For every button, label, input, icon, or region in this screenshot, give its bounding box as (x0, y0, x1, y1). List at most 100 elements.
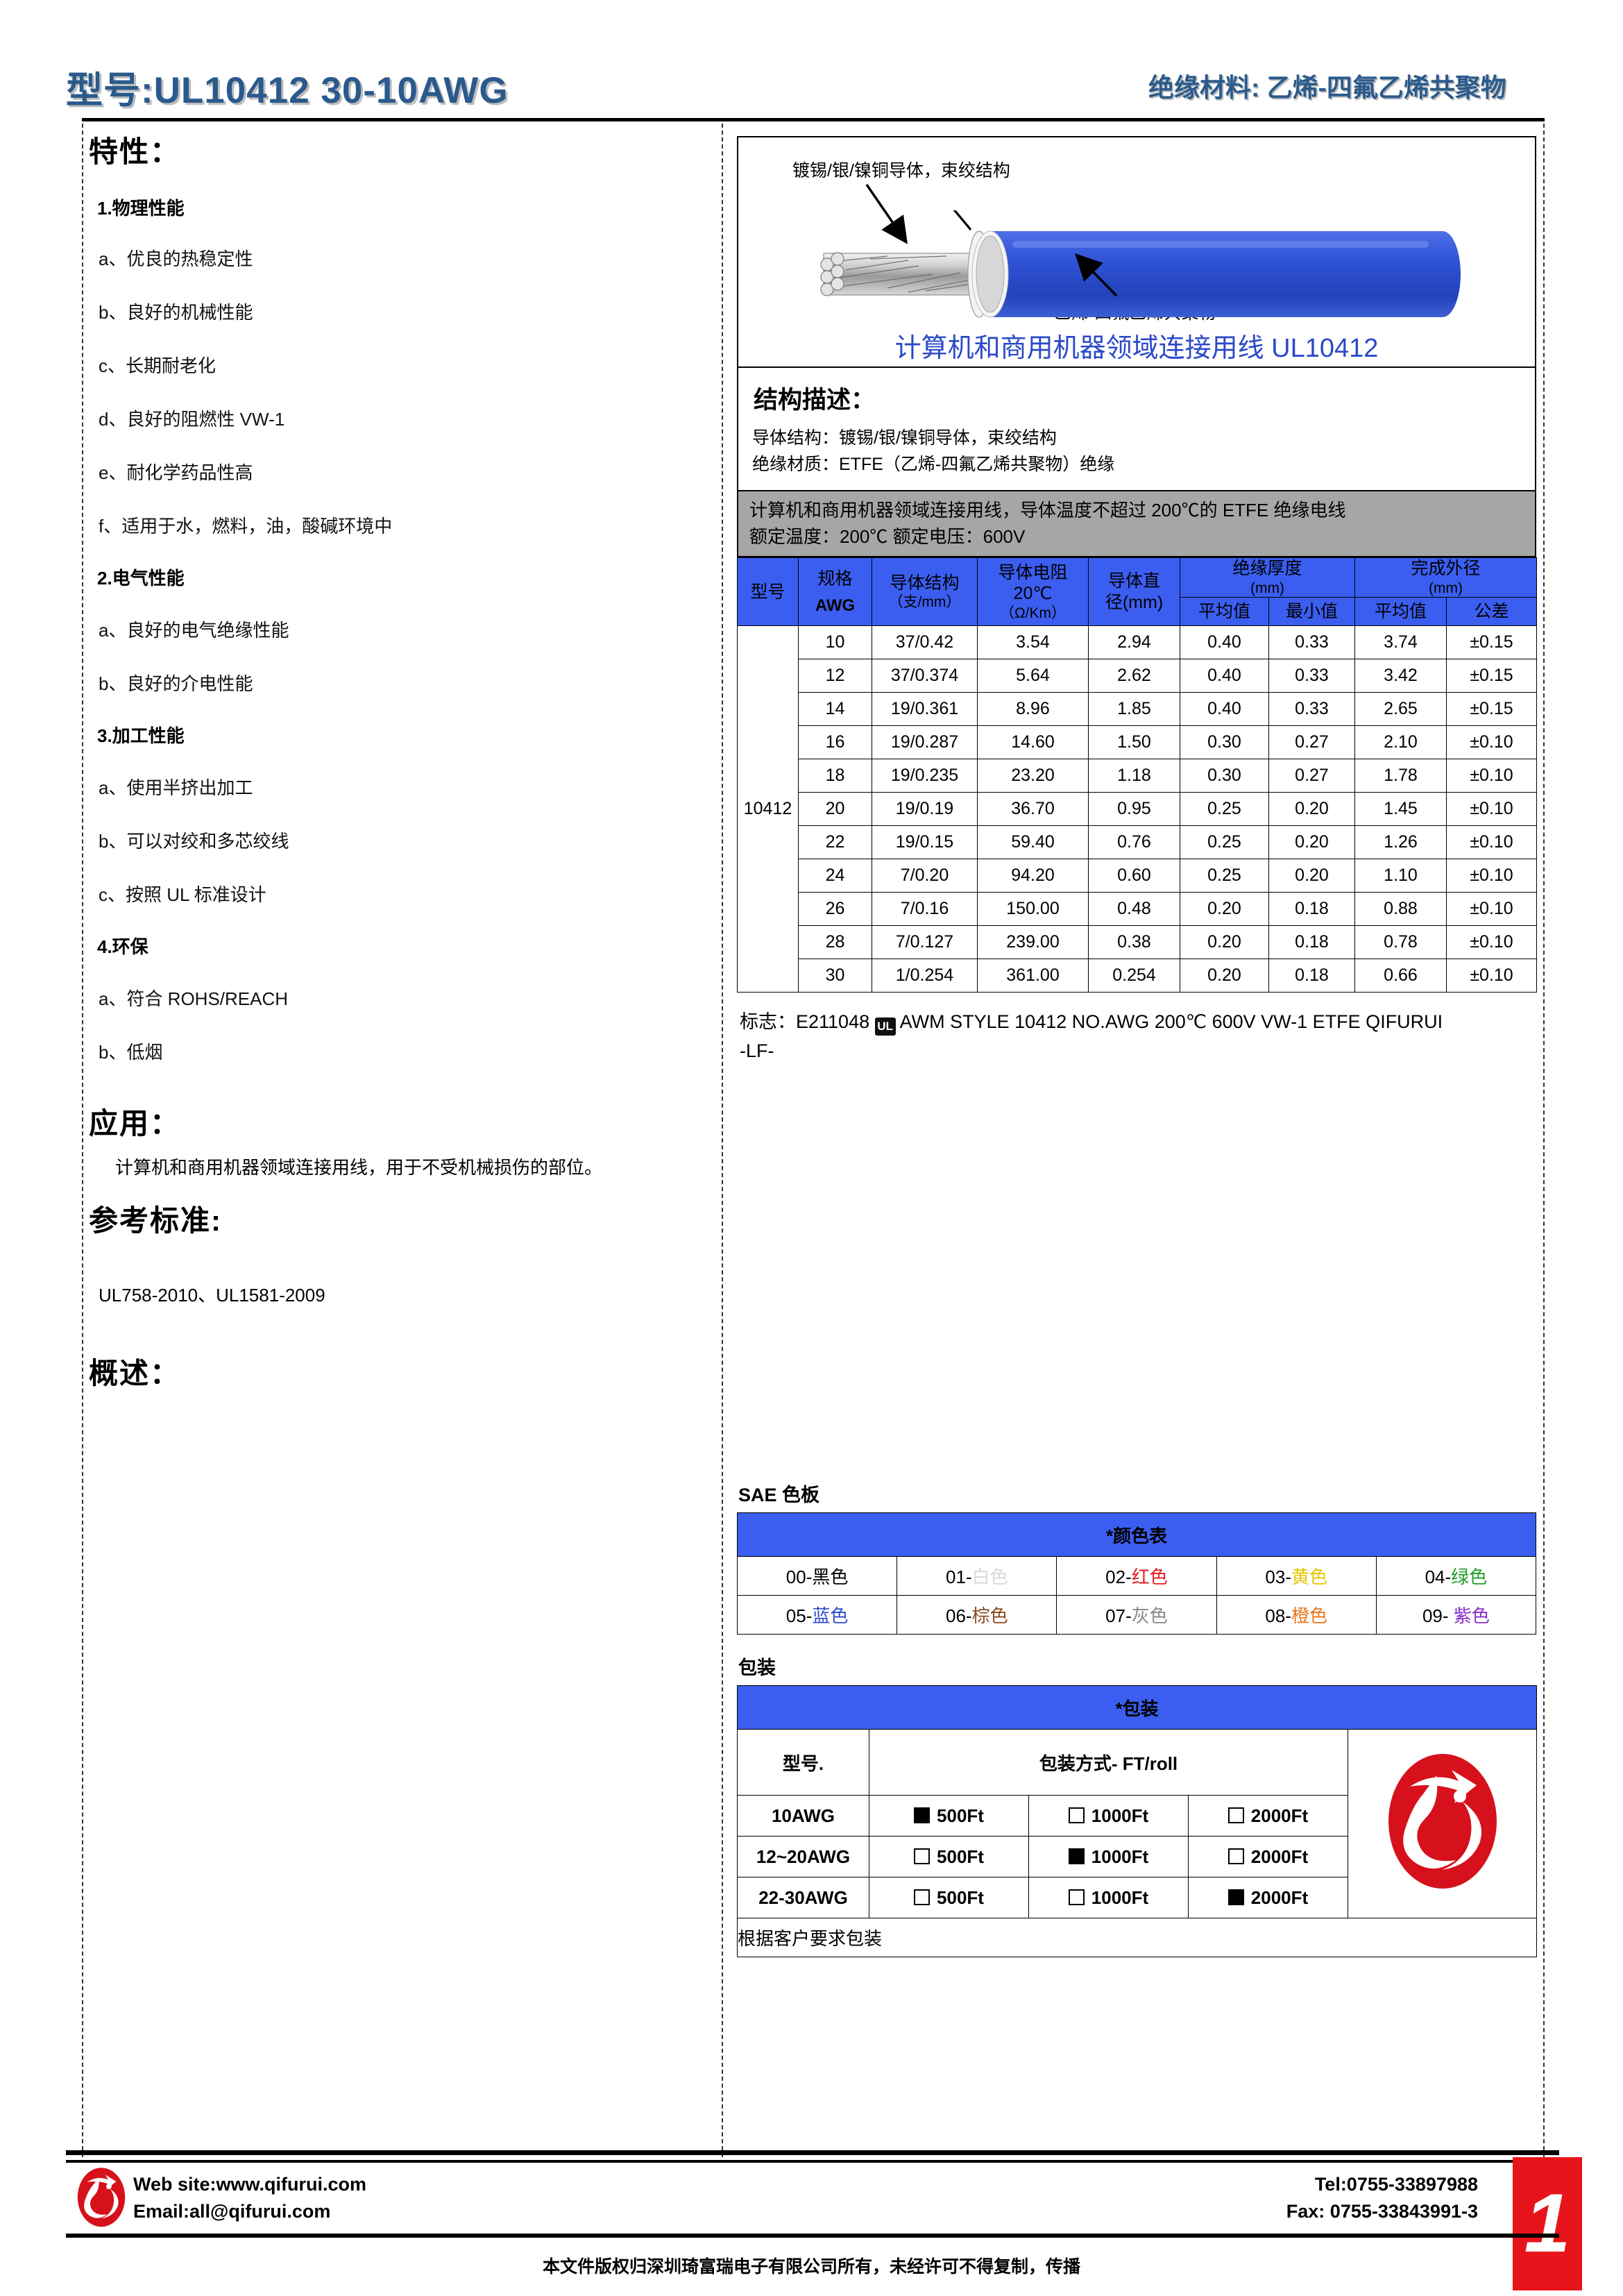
insulation-material-title: 绝缘材料: 乙烯-四氟乙烯共聚物 (1148, 74, 1506, 102)
application-title: 应用： (89, 1107, 181, 1140)
packaging-table-title: *包装 (737, 1685, 1537, 1730)
packaging-option-1000[interactable]: 1000Ft (1028, 1877, 1189, 1919)
footer-website[interactable]: Web site:www.qifurui.com (133, 2174, 367, 2195)
spec-header-row-2: 平均值 最小值 平均值 公差 (738, 597, 1538, 627)
rating-banner-line1: 计算机和商用机器领域连接用线，导体温度不超过 200℃的 ETFE 绝缘电线 (749, 500, 1346, 521)
specification-table: 型号 规格 AWG 导体结构 （支/mm） 导体电阻 20℃ （Ω/Km） 导体… (737, 557, 1538, 993)
feature-item: c、长期耐老化 (99, 355, 216, 376)
table-row: 24 7/0.20 94.20 0.60 0.25 0.20 1.10 ±0.1… (738, 859, 1538, 893)
feature-group-processing: 3.加工性能 a、使用半挤出加工 b、可以对绞和多芯绞线 c、按照 UL 标准设… (89, 722, 713, 906)
page-number-box (1513, 2157, 1582, 2290)
th-outer-label: 完成外径 (1411, 559, 1481, 579)
cell-model: 10412 (737, 625, 799, 993)
checkbox-icon[interactable] (1227, 1807, 1244, 1823)
cell-od-avg: 1.45 (1354, 792, 1447, 827)
th-spec: 规格 AWG (798, 557, 872, 627)
table-row: 22 19/0.15 59.40 0.76 0.25 0.20 1.26 ±0.… (738, 825, 1538, 860)
cell-resistance: 94.20 (977, 859, 1089, 893)
table-row: 05-蓝色 06-棕色 07-灰色 08-橙色 09- 紫色 (736, 1595, 1537, 1635)
packaging-option-2000[interactable]: 2000Ft (1188, 1795, 1348, 1837)
sae-color-cell: 08-橙色 (1216, 1595, 1377, 1635)
cell-ins-min: 0.27 (1268, 759, 1356, 793)
packaging-option-1000[interactable]: 1000Ft (1028, 1836, 1189, 1878)
packaging-option-500[interactable]: 500Ft (869, 1795, 1029, 1837)
spec-header-row-1: 型号 规格 AWG 导体结构 （支/mm） 导体电阻 20℃ （Ω/Km） 导体… (737, 557, 1538, 627)
spec-table-body: 10412 10 37/0.42 3.54 2.94 0.40 0.33 3.7… (737, 625, 1538, 993)
cell-od-avg: 2.10 (1354, 725, 1447, 760)
packaging-option-1000[interactable]: 1000Ft (1028, 1795, 1189, 1837)
cell-resistance: 14.60 (977, 725, 1089, 760)
cell-resistance: 239.00 (977, 925, 1089, 960)
th-ins-min: 最小值 (1268, 597, 1356, 627)
th-model: 型号 (737, 557, 799, 627)
th-outer-group: 完成外径 (mm) (1354, 557, 1538, 598)
cable-diagram: 镀锡/银/镍铜导体，束绞结构 乙烯-四氟乙烯共聚物 (737, 136, 1536, 368)
cell-structure: 1/0.254 (872, 959, 978, 993)
th-ins-avg: 平均值 (1180, 597, 1269, 627)
sae-name: 黑色 (812, 1567, 849, 1588)
sae-color-cell: 05-蓝色 (736, 1595, 898, 1635)
cell-od-tol: ±0.10 (1446, 859, 1538, 893)
ul-certification-icon: UL (874, 1018, 896, 1036)
cell-ins-avg: 0.20 (1180, 959, 1269, 993)
footer-tel: Tel:0755-33897988 (1314, 2174, 1478, 2195)
cell-od-avg: 1.10 (1354, 859, 1447, 893)
th-diameter: 导体直 径(mm) (1088, 557, 1180, 627)
packaging-option-500[interactable]: 500Ft (869, 1877, 1029, 1919)
cell-diameter: 2.94 (1088, 625, 1180, 660)
rating-banner-line2: 额定温度：200℃ 额定电压：600V (749, 525, 1026, 547)
callout-arrows (865, 184, 1118, 297)
feature-item: c、按照 UL 标准设计 (99, 884, 266, 905)
cell-awg: 24 (798, 859, 872, 893)
cell-resistance: 150.00 (977, 892, 1089, 927)
checkbox-icon[interactable] (914, 1848, 931, 1864)
standards-title: 参考标准: (89, 1204, 222, 1237)
packaging-option-2000[interactable]: 2000Ft (1188, 1877, 1348, 1919)
cell-diameter: 1.50 (1088, 725, 1180, 760)
sae-code: 05- (785, 1605, 813, 1627)
footer-rule-top2 (66, 2160, 1559, 2163)
checkbox-icon[interactable] (914, 1889, 931, 1905)
th-thickness-unit: (mm) (1250, 580, 1284, 596)
cell-awg: 14 (798, 692, 872, 727)
cell-awg: 10 (798, 625, 872, 660)
checkbox-icon[interactable] (914, 1807, 931, 1823)
cell-structure: 19/0.361 (872, 692, 978, 727)
packaging-note: 根据客户要求包装 (737, 1918, 1537, 1958)
checkbox-icon[interactable] (1068, 1889, 1085, 1905)
checkbox-icon[interactable] (1068, 1807, 1085, 1823)
option-label: 500Ft (937, 1846, 984, 1867)
packaging-option-500[interactable]: 500Ft (869, 1836, 1029, 1878)
cell-od-tol: ±0.15 (1446, 659, 1538, 693)
footer-email[interactable]: Email:all@qifurui.com (133, 2201, 331, 2222)
right-column: 镀锡/银/镍铜导体，束绞结构 乙烯-四氟乙烯共聚物 (736, 136, 1538, 1958)
option-label: 2000Ft (1250, 1805, 1309, 1826)
marking-prefix: 标志：E211048 (740, 1011, 870, 1033)
cell-od-tol: ±0.15 (1446, 625, 1538, 660)
th-diameter-unit: 径(mm) (1105, 592, 1164, 612)
cell-od-tol: ±0.10 (1446, 925, 1538, 960)
checkbox-icon[interactable] (1227, 1889, 1244, 1905)
feature-item: b、可以对绞和多芯绞线 (99, 831, 289, 852)
footer-contact: Web site:www.qifurui.com Email:all@qifur… (133, 2171, 366, 2225)
cell-structure: 19/0.15 (872, 825, 978, 860)
sae-code: 03- (1265, 1567, 1291, 1588)
feature-item: a、使用半挤出加工 (99, 777, 253, 798)
packaging-option-2000[interactable]: 2000Ft (1188, 1836, 1348, 1878)
option-label: 2000Ft (1250, 1886, 1309, 1908)
sae-name: 红色 (1131, 1567, 1168, 1588)
th-thickness-group: 绝缘厚度 (mm) (1179, 557, 1356, 598)
cell-diameter: 0.60 (1088, 859, 1180, 893)
cell-resistance: 23.20 (977, 759, 1089, 793)
table-row: 28 7/0.127 239.00 0.38 0.20 0.18 0.78 ±0… (738, 925, 1538, 960)
sae-name: 紫色 (1453, 1605, 1490, 1627)
cell-awg: 12 (798, 659, 872, 693)
checkbox-icon[interactable] (1227, 1848, 1244, 1864)
footer-company-logo-icon (77, 2168, 126, 2227)
company-logo-icon (1388, 1753, 1497, 1889)
cell-ins-avg: 0.30 (1180, 725, 1269, 760)
feature-item: a、符合 ROHS/REACH (99, 988, 289, 1009)
left-column: 特性： 1.物理性能 a、优良的热稳定性 b、良好的机械性能 c、长期耐老化 d… (89, 128, 713, 1416)
checkbox-icon[interactable] (1068, 1848, 1085, 1864)
marking-body: AWM STYLE 10412 NO.AWG 200℃ 600V VW-1 ET… (899, 1011, 1443, 1033)
